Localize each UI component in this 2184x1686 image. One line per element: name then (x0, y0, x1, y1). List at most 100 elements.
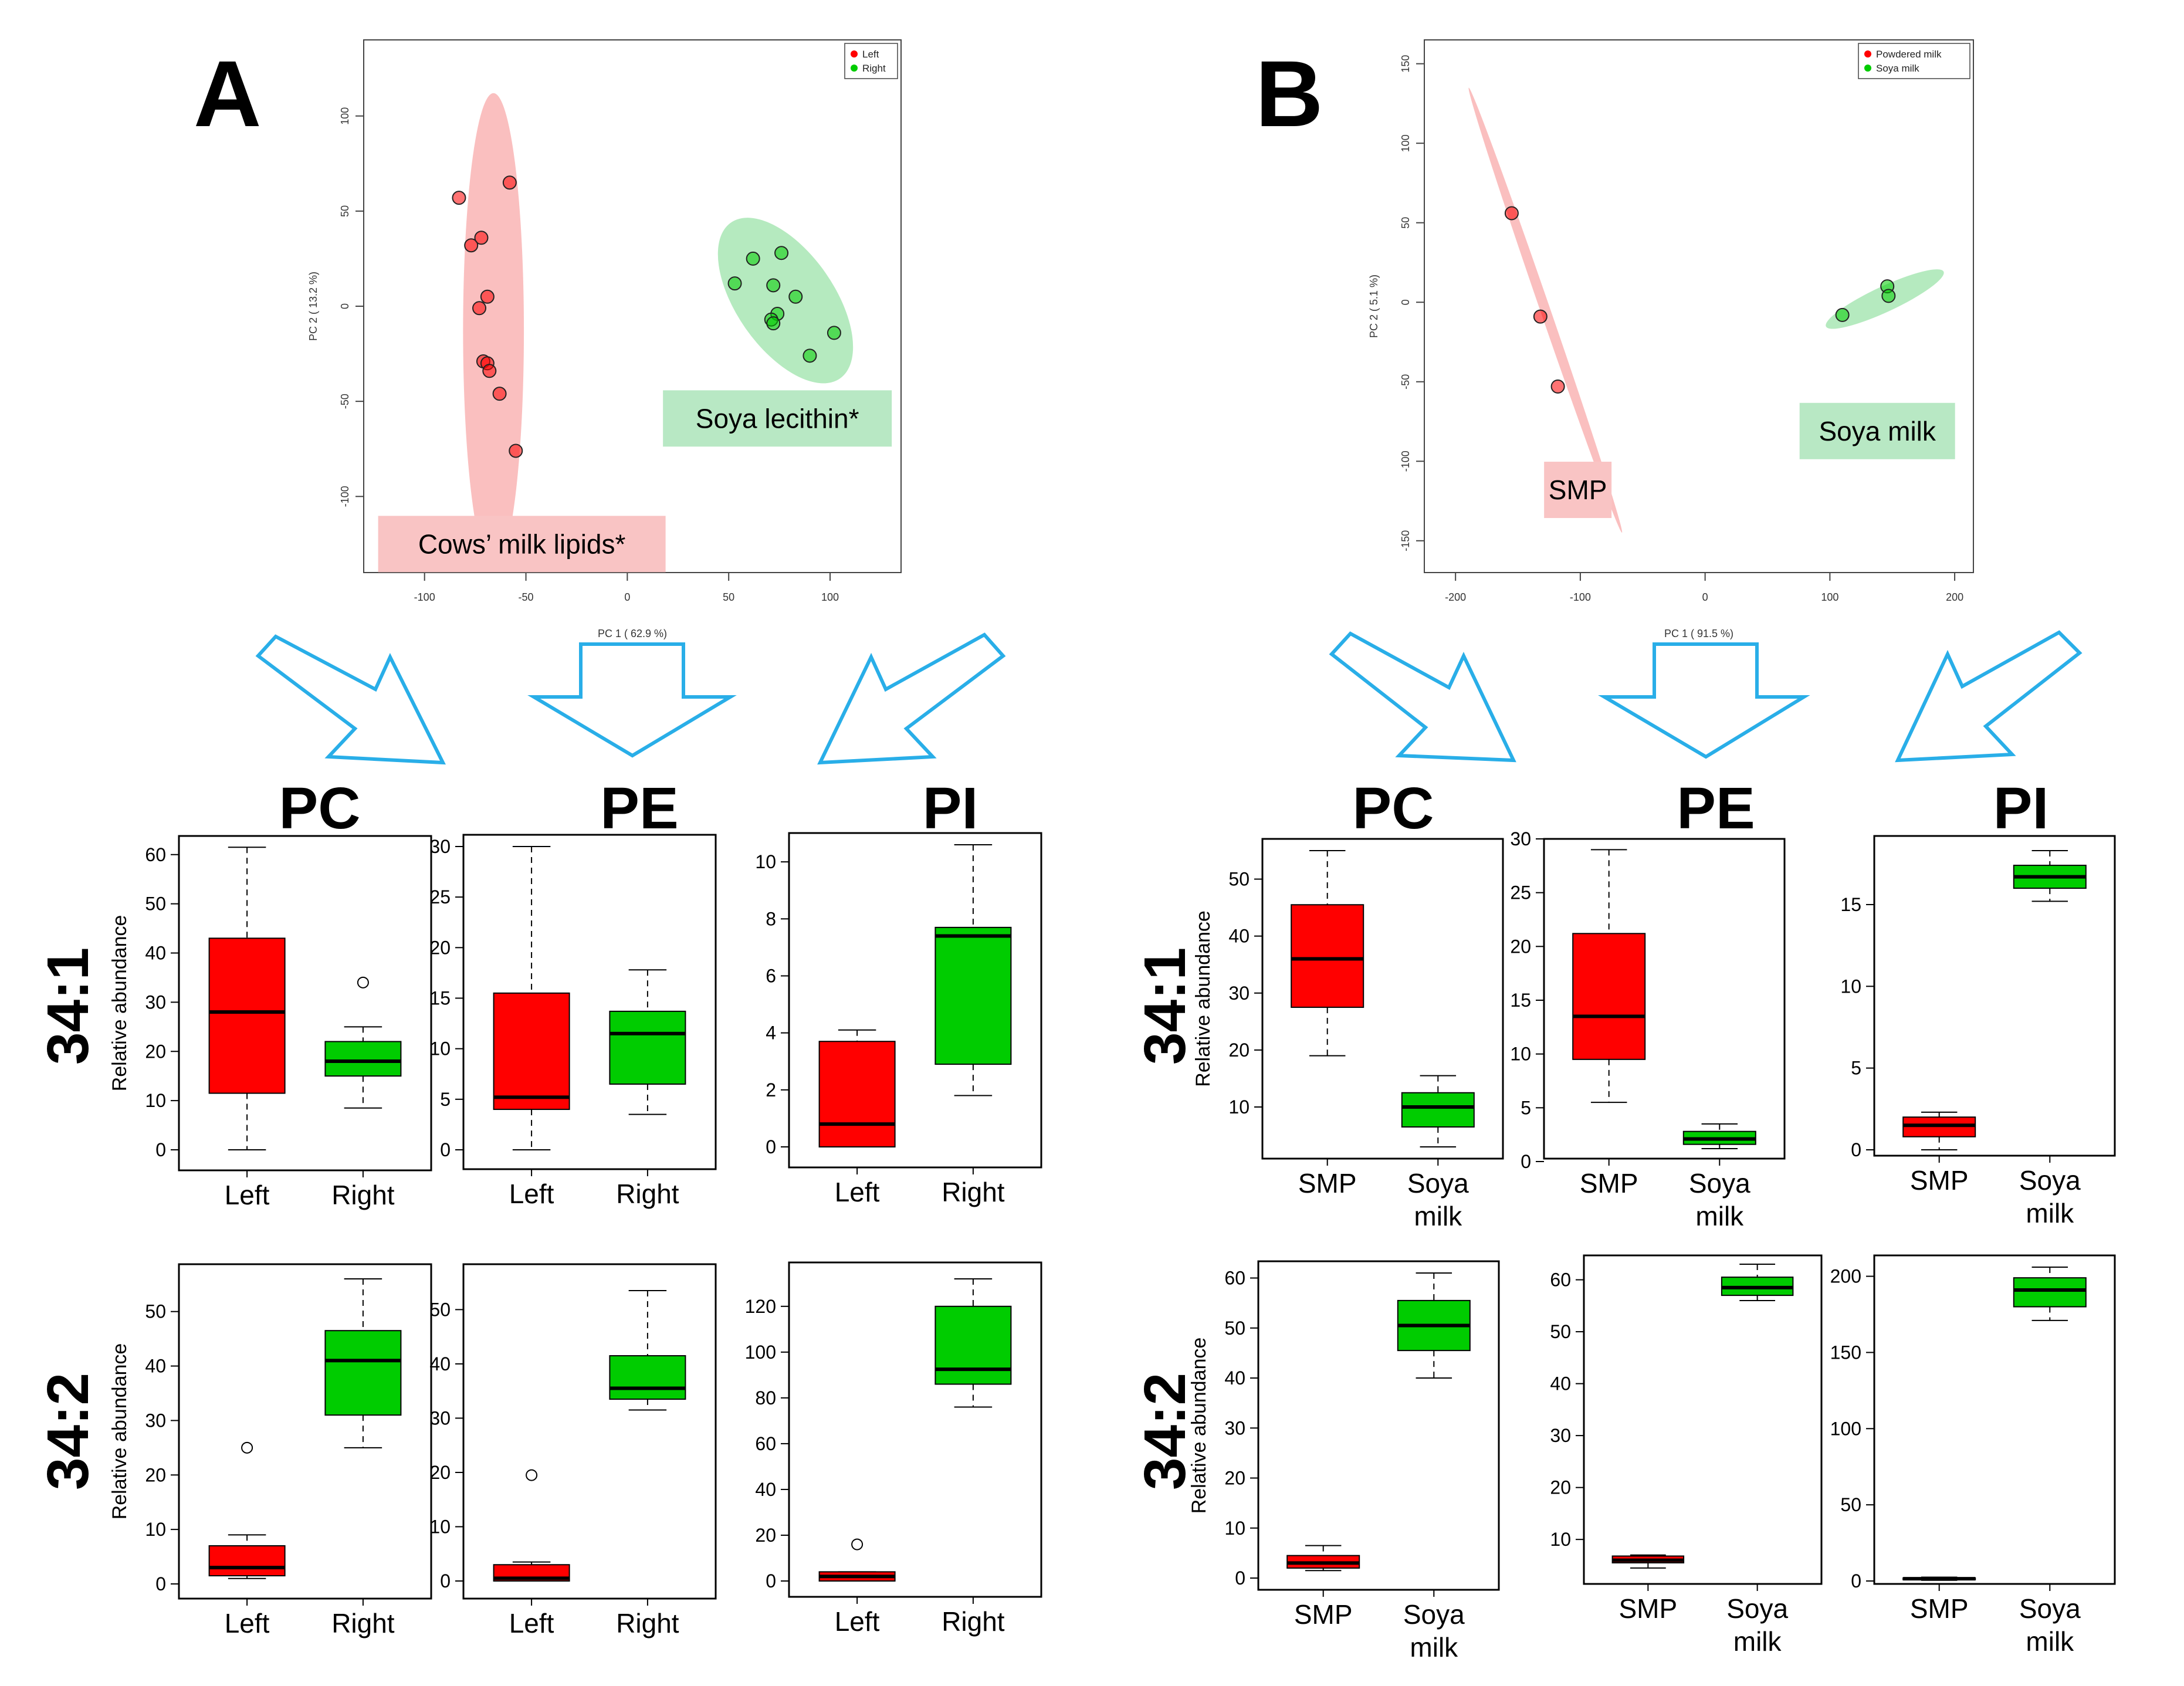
y-tick-label: 20 (429, 937, 451, 958)
y-axis-label: PC 2 ( 13.2 %) (307, 272, 319, 341)
row-label-34-2: 34:2 (1132, 1373, 1198, 1490)
iqr-box (324, 1330, 402, 1416)
y-tick-label: 0 (440, 1570, 451, 1592)
y-tick-label: 0 (1851, 1139, 1861, 1160)
y-tick-label: 10 (145, 1090, 166, 1111)
box-first: Left (818, 1029, 896, 1207)
y-tick-label: 0 (766, 1570, 776, 1592)
category-label: Right (942, 1177, 1005, 1207)
y-tick-label: 30 (1228, 983, 1250, 1004)
iqr-box (934, 926, 1012, 1065)
y-tick-label: 0 (1400, 299, 1411, 305)
boxplot-a-pc-342: 0 10 20 30 40 50 Left Right Relative abundance (109, 1263, 432, 1638)
group-label: Cows’ milk lipids* (418, 529, 626, 559)
legend-marker (851, 50, 858, 57)
hollow-arrow-5 (1895, 630, 2083, 763)
y-tick-label: 0 (155, 1573, 166, 1594)
scatter-point-right (803, 348, 817, 363)
box-first: Left (208, 1441, 286, 1638)
category-label: Right (616, 1179, 679, 1209)
y-tick-label: 20 (145, 1041, 166, 1062)
y-tick-label: 100 (745, 1342, 776, 1363)
scatter-point-right (746, 251, 760, 266)
hollow-arrow-4 (1598, 642, 1810, 759)
y-tick-label: 8 (766, 908, 776, 929)
y-tick-label: 10 (1510, 1044, 1531, 1065)
y-tick-label: 30 (1550, 1425, 1571, 1446)
y-tick-label: 100 (339, 107, 351, 125)
y-tick-label: 15 (1840, 894, 1861, 915)
scatter-point-left (482, 364, 497, 378)
group-label-box (1799, 402, 1955, 459)
category-label: Soya milk (1726, 1593, 1788, 1657)
outlier-point (851, 1538, 864, 1550)
y-tick-label: 50 (1228, 869, 1250, 890)
scatter-point-powdered-milk (1533, 309, 1548, 324)
legend-entry: Right (862, 63, 886, 74)
hollow-arrow-1 (527, 642, 737, 758)
scatter-point-right (827, 326, 841, 340)
y-tick-label: 10 (755, 851, 776, 872)
x-tick-label: -200 (1445, 591, 1466, 603)
y-tick-label: 40 (1224, 1367, 1245, 1389)
category-label: SMP (1910, 1593, 1969, 1624)
box-first: Left (493, 1469, 570, 1638)
y-tick-label: 150 (1400, 55, 1411, 73)
group-label-box (378, 516, 666, 573)
y-tick-label: 40 (755, 1479, 776, 1500)
lipid-class-title-pc: PC (1353, 776, 1434, 841)
y-tick-label: 100 (1830, 1418, 1861, 1439)
y-axis-label: Relative abundance (1192, 910, 1214, 1087)
scatter-point-powdered-milk (1504, 206, 1519, 221)
scatter-point-soya-milk (1835, 307, 1850, 322)
lipid-class-title-pi: PI (923, 776, 978, 841)
y-tick-label: 40 (1228, 926, 1250, 947)
box-second: Right (934, 1278, 1012, 1637)
x-tick-label: 0 (624, 591, 630, 603)
iqr-box (609, 1355, 686, 1400)
y-tick-label: 200 (1830, 1266, 1861, 1287)
hollow-arrow-2 (817, 632, 1006, 765)
box-second: Right (324, 1278, 402, 1638)
x-tick-label: 200 (1946, 591, 1963, 603)
y-axis-label: Relative abundance (1188, 1338, 1210, 1514)
y-tick-label: 30 (429, 836, 451, 857)
pca-plot-frame (1424, 39, 1974, 573)
y-tick-label: 0 (1521, 1151, 1531, 1172)
y-tick-label: 0 (1851, 1570, 1861, 1592)
category-label: SMP (1294, 1599, 1353, 1630)
y-tick-label: 50 (145, 893, 166, 915)
row-label-34-2: 34:2 (35, 1373, 101, 1490)
y-tick-label: 20 (145, 1464, 166, 1485)
y-axis-label: Relative abundance (109, 1343, 131, 1520)
box-first: SMP (1572, 849, 1646, 1199)
y-tick-label: 15 (429, 988, 451, 1009)
pca-layer: -100 -50 0 50 100 -100 -50 0 50 100 PC 1 ( 62.9 %)… (307, 39, 1974, 639)
box-second: Right (609, 1290, 686, 1638)
x-tick-label: 50 (723, 591, 734, 603)
box-second: Soya milk (2013, 1267, 2087, 1657)
y-tick-label: 20 (755, 1525, 776, 1546)
x-axis-label: PC 1 ( 62.9 %) (598, 628, 667, 639)
boxplot-a-pe-342: 0 10 20 30 40 50 Left Right (429, 1263, 717, 1638)
iqr-box (208, 1545, 286, 1577)
boxplot-frame (178, 1263, 432, 1600)
category-label: SMP (1619, 1593, 1678, 1624)
y-tick-label: 40 (429, 1353, 451, 1374)
y-tick-label: 4 (766, 1023, 776, 1044)
legend-box (1858, 43, 1970, 79)
y-tick-label: 25 (1510, 882, 1531, 903)
scatter-point-right (766, 278, 781, 293)
box-second: Right (609, 969, 686, 1209)
scatter-point-left (472, 301, 487, 316)
x-tick-label: -100 (1570, 591, 1591, 603)
y-tick-label: -50 (1400, 374, 1411, 390)
box-second: Soya milk (1682, 1123, 1756, 1231)
scatter-point-right (766, 316, 781, 331)
category-label: Soya milk (1407, 1168, 1469, 1231)
scatter-point-left (464, 238, 479, 253)
x-tick-label: 100 (1821, 591, 1838, 603)
outlier-point (526, 1469, 538, 1481)
panel-a-label: A (194, 41, 262, 146)
